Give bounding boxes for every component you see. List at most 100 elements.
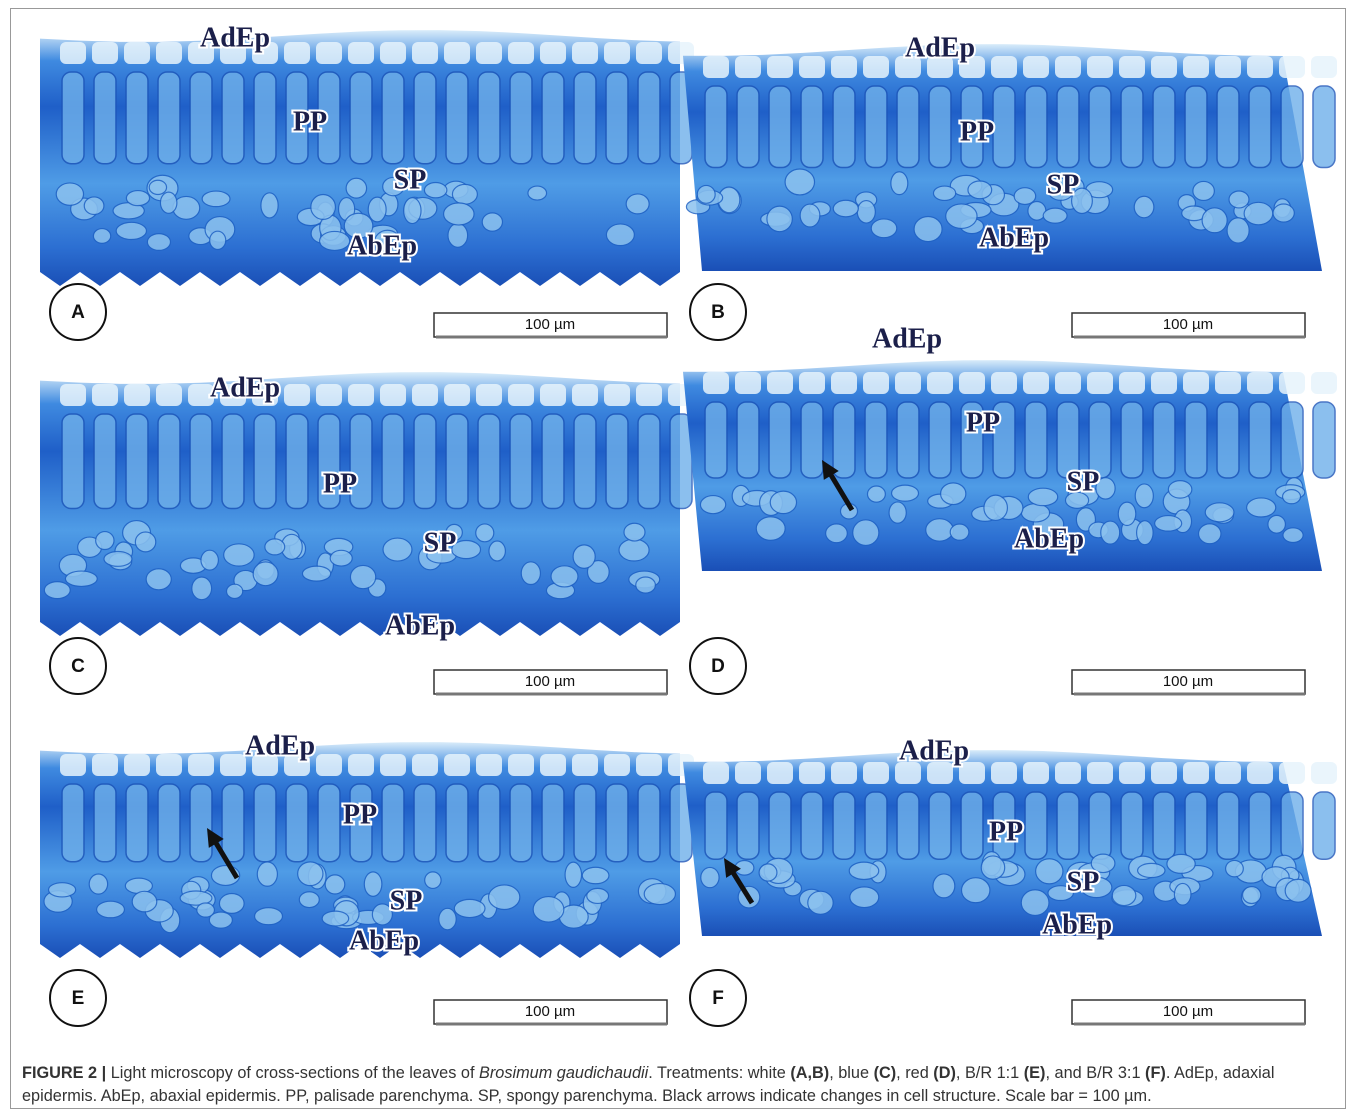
spongy-cell [521,562,540,585]
spongy-cell [892,485,919,501]
palisade-cell [705,402,727,478]
palisade-cell [801,792,823,859]
palisade-cell [638,72,660,164]
panel-letter: D [711,656,725,677]
spongy-cell [1193,181,1215,200]
spongy-cell [826,524,848,543]
palisade-cell [254,784,276,862]
palisade-cell [769,86,791,168]
region-label: SP [394,164,427,195]
spongy-cell [255,908,283,925]
palisade-cell [1217,402,1239,478]
spongy-cell [476,524,494,542]
palisade-cell [769,402,791,478]
epidermis-cell [540,42,566,64]
caption-text: (F) [1145,1064,1166,1082]
spongy-cell [1247,498,1276,517]
epidermis-cell [1247,56,1273,78]
spongy-cell [489,885,520,910]
scale-label: 100 µm [525,316,575,333]
epidermis-cell [444,42,470,64]
palisade-cell [1313,792,1335,859]
palisade-cell [1185,86,1207,168]
palisade-cell [574,414,596,509]
spongy-cell [914,217,942,242]
spongy-cell [770,491,796,514]
epidermis-cell [735,372,761,394]
epidermis-cell [1055,56,1081,78]
palisade-cell [897,792,919,859]
palisade-cell [737,86,759,168]
caption-text: . Treatments: white [648,1064,790,1082]
spongy-cell [149,180,166,194]
region-label: PP [960,116,994,147]
spongy-cell [126,191,149,206]
spongy-cell [192,577,212,600]
epidermis-cell [1087,372,1113,394]
epidermis-cell [636,42,662,64]
caption-text: (C) [874,1064,897,1082]
spongy-cell [1155,516,1182,532]
epidermis-cell [476,42,502,64]
spongy-cell [202,191,230,207]
epidermis-cell [991,372,1017,394]
palisade-cell [737,402,759,478]
spongy-cell [439,908,456,930]
caption-text: , red [896,1064,933,1082]
spongy-cell [701,867,719,887]
spongy-cell [528,186,547,200]
epidermis-cell [540,384,566,406]
palisade-cell [542,414,564,509]
epidermis-cell [444,754,470,776]
epidermis-cell [703,372,729,394]
palisade-cell [705,792,727,859]
palisade-cell [446,784,468,862]
epidermis-cell [1087,56,1113,78]
epidermis-cell [1311,372,1337,394]
epidermis-cell [156,42,182,64]
palisade-cell [1185,402,1207,478]
spongy-cell [1168,481,1192,499]
page: AdEpPPSPAbEpA100 µmAdEpPPSPAbEpB100 µmAd… [0,0,1358,1118]
palisade-cell [62,72,84,164]
palisade-cell [286,414,308,509]
spongy-cell [257,862,277,886]
palisade-cell [382,784,404,862]
micrograph [683,360,1337,571]
epidermis-cell [284,384,310,406]
spongy-cell [1021,504,1049,522]
palisade-cell [414,784,436,862]
palisade-cell [1281,792,1303,859]
epidermis-cell [1055,372,1081,394]
epidermis-cell [124,754,150,776]
spongy-cell [1244,202,1273,224]
caption-text: (A,B) [790,1064,829,1082]
spongy-cell [84,197,104,215]
epidermis-cell [476,384,502,406]
spongy-cell [49,883,76,897]
palisade-cell [1249,402,1271,478]
epidermis-cell [831,762,857,784]
spongy-cell [424,183,446,198]
spongy-cell [93,229,110,244]
region-label: SP [424,527,457,558]
spongy-cell [1174,883,1191,905]
spongy-cell [867,486,885,502]
scale-label: 100 µm [525,673,575,690]
palisade-cell [897,402,919,478]
epidermis-cell [604,384,630,406]
palisade-cell [1025,402,1047,478]
spongy-cell [891,172,908,195]
palisade-cell [254,72,276,164]
epidermis-cell [188,754,214,776]
spongy-cell [219,894,244,914]
spongy-cell [89,874,107,894]
palisade-cell [705,86,727,168]
palisade-cell [865,792,887,859]
region-label: AdEp [905,32,975,63]
spongy-cell [56,183,83,205]
spongy-cell [299,892,319,908]
spongy-cell [1112,885,1136,905]
epidermis-cell [412,754,438,776]
spongy-cell [298,862,323,886]
